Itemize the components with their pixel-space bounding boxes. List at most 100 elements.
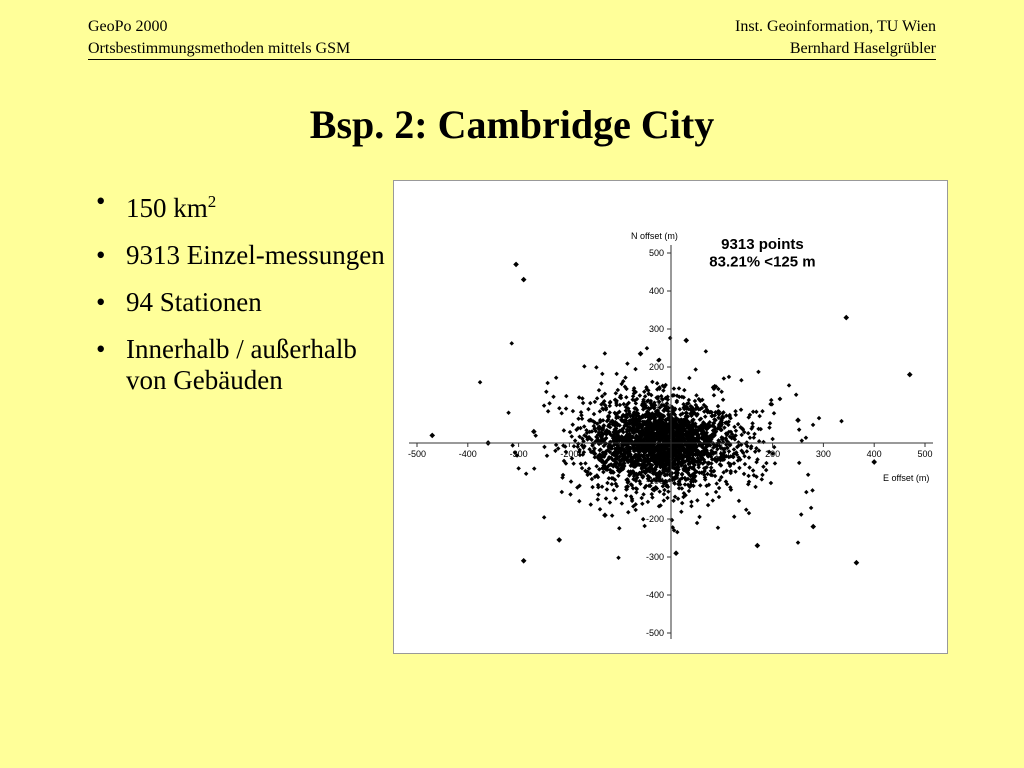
scatter-point (606, 417, 611, 422)
scatter-point (612, 410, 618, 416)
scatter-point (645, 462, 651, 467)
scatter-point (544, 453, 550, 458)
scatter-point (683, 463, 688, 469)
scatter-point (626, 469, 631, 474)
scatter-point (667, 335, 673, 341)
scatter-point (712, 433, 717, 438)
scatter-point (663, 472, 668, 478)
scatter-point (675, 529, 680, 535)
scatter-point (721, 376, 727, 381)
scatter-point (639, 495, 644, 501)
scatter-point (633, 464, 638, 469)
scatter-point (747, 435, 753, 440)
scatter-point (751, 473, 757, 478)
scatter-point (682, 482, 688, 487)
scatter-point (686, 457, 691, 462)
scatter-point (720, 436, 726, 441)
scatter-point (689, 499, 694, 505)
bullet-item: Innerhalb / außerhalb von Gebäuden (96, 334, 386, 396)
scatter-point (810, 523, 817, 530)
scatter-point (650, 454, 655, 460)
scatter-point (721, 446, 726, 452)
scatter-point (634, 490, 639, 495)
scatter-point (553, 375, 559, 380)
scatter-point (676, 460, 682, 466)
scatter-point (662, 487, 667, 493)
scatter-point (578, 461, 584, 467)
scatter-point (768, 397, 774, 403)
scatter-point (725, 445, 730, 451)
scatter-point (577, 452, 583, 458)
scatter-point (685, 435, 690, 440)
scatter-point (639, 437, 644, 443)
scatter-point (634, 396, 640, 402)
scatter-point (660, 397, 665, 402)
scatter-point (719, 474, 724, 480)
scatter-point (661, 439, 666, 444)
axes-layer (409, 245, 933, 639)
scatter-point (704, 483, 709, 489)
scatter-point (650, 487, 655, 492)
scatter-chart: N offset (m) E offset (m) 9313 points 83… (393, 180, 948, 654)
scatter-point (541, 403, 547, 408)
scatter-point (677, 407, 683, 412)
scatter-point (672, 462, 678, 468)
scatter-point (663, 382, 668, 388)
x-tick-label: 200 (765, 449, 780, 459)
scatter-point (611, 470, 616, 475)
scatter-point (556, 537, 563, 543)
scatter-point (639, 425, 645, 430)
scatter-point (707, 443, 713, 448)
scatter-point (642, 394, 648, 399)
scatter-point (736, 498, 742, 504)
scatter-point (796, 427, 802, 432)
scatter-point (843, 314, 850, 321)
header-left: GeoPo 2000 Ortsbestimmungsmethoden mitte… (88, 16, 350, 60)
scatter-point (705, 454, 711, 459)
scatter-point (671, 386, 677, 391)
scatter-point (699, 470, 704, 475)
scatter-point (711, 441, 716, 446)
scatter-point (575, 485, 580, 490)
scatter-point (726, 449, 732, 454)
scatter-point (651, 477, 657, 482)
scatter-point (702, 472, 707, 478)
scatter-point (793, 392, 799, 398)
scatter-point (687, 375, 692, 381)
scatter-point (713, 489, 719, 495)
scatter-point (764, 460, 769, 466)
scatter-point (704, 426, 710, 432)
scatter-point (602, 351, 608, 356)
scatter-point (681, 454, 686, 459)
scatter-point (506, 410, 511, 416)
scatter-point (731, 447, 737, 452)
scatter-point (615, 423, 620, 428)
scatter-point (624, 443, 630, 448)
scatter-point (708, 409, 713, 415)
scatter-point (591, 411, 597, 417)
scatter-point (531, 466, 537, 471)
scatter-point (708, 465, 714, 470)
scatter-point (720, 411, 725, 416)
scatter-point (681, 402, 686, 407)
y-tick-label: -300 (646, 552, 664, 562)
scatter-point (477, 379, 483, 385)
scatter-point (710, 498, 716, 503)
scatter-point (682, 416, 688, 422)
scatter-point (619, 501, 625, 506)
scatter-point (906, 371, 913, 378)
scatter-point (604, 458, 610, 463)
scatter-point (712, 383, 717, 389)
scatter-point (569, 456, 575, 461)
scatter-point (569, 434, 575, 439)
scatter-point (771, 411, 777, 416)
scatter-point (648, 464, 654, 469)
scatter-point (601, 454, 607, 459)
scatter-point (595, 497, 601, 502)
scatter-point (568, 492, 573, 497)
scatter-point (681, 491, 687, 496)
scatter-point (768, 480, 774, 486)
scatter-point (665, 397, 671, 402)
x-tick-label: -300 (510, 449, 528, 459)
scatter-point (768, 401, 773, 407)
